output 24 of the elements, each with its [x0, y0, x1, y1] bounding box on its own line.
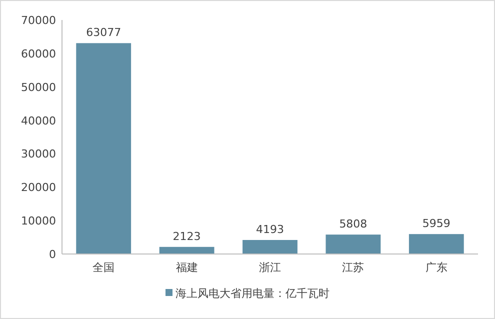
y-tick-label: 60000 — [21, 47, 56, 60]
x-tick-label: 福建 — [176, 261, 198, 274]
x-tick-label: 江苏 — [342, 261, 364, 274]
data-label: 63077 — [86, 26, 122, 40]
bar — [326, 234, 381, 254]
bar — [76, 43, 132, 254]
y-tick-label: 50000 — [21, 80, 56, 94]
bar — [159, 246, 214, 254]
legend-label: 海上风电大省用电量：亿千瓦时 — [176, 287, 330, 300]
y-tick-label: 0 — [49, 248, 56, 261]
data-label: 5808 — [339, 218, 368, 231]
y-tick-label: 10000 — [21, 214, 56, 228]
data-label: 2123 — [172, 230, 201, 243]
bar — [408, 234, 464, 254]
bar — [242, 240, 298, 254]
y-tick-label: 30000 — [21, 148, 56, 161]
x-tick-label: 广东 — [425, 261, 448, 274]
x-tick-label: 全国 — [92, 261, 115, 274]
y-tick-label: 20000 — [21, 181, 56, 194]
y-tick-label: 70000 — [21, 14, 56, 27]
x-tick-label: 浙江 — [259, 261, 281, 274]
data-label: 5959 — [422, 217, 450, 230]
data-label: 4193 — [256, 222, 284, 236]
y-tick-label: 40000 — [21, 114, 56, 128]
